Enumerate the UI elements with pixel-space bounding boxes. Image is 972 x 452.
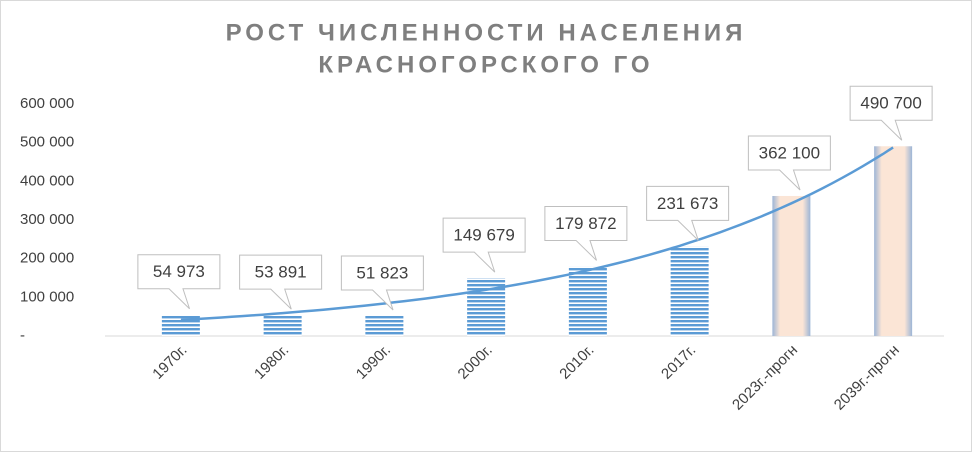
bar xyxy=(874,146,913,336)
data-label-box xyxy=(239,254,323,310)
data-label: 51 823 xyxy=(356,263,408,282)
y-tick-label: - xyxy=(20,327,25,344)
bar xyxy=(670,246,709,336)
data-label: 149 679 xyxy=(453,226,514,245)
data-label-box xyxy=(646,185,730,241)
trendline xyxy=(180,146,894,322)
y-tick-label: 200 000 xyxy=(20,250,74,267)
data-label-box xyxy=(442,217,526,273)
data-label: 362 100 xyxy=(759,143,820,162)
data-label: 54 973 xyxy=(153,262,205,281)
data-label: 179 872 xyxy=(555,214,616,233)
data-label-box xyxy=(340,255,424,311)
data-label-box xyxy=(747,135,831,191)
bar xyxy=(772,195,811,336)
data-label-box xyxy=(544,205,628,261)
y-tick-label: 500 000 xyxy=(20,134,74,151)
y-tick-label: 600 000 xyxy=(20,95,74,112)
data-label: 231 673 xyxy=(657,194,718,213)
bar xyxy=(263,315,302,336)
y-tick-label: 300 000 xyxy=(20,211,74,228)
chart-title: КРАСНОГОРСКОГО ГО xyxy=(318,51,653,78)
data-label-box xyxy=(137,254,221,310)
data-label: 53 891 xyxy=(255,263,307,282)
y-tick-label: 100 000 xyxy=(20,288,74,305)
chart-title: РОСТ ЧИСЛЕННОСТИ НАСЕЛЕНИЯ xyxy=(226,19,747,46)
bar xyxy=(568,266,607,336)
data-label: 490 700 xyxy=(860,94,921,113)
data-label-box xyxy=(849,85,933,141)
y-tick-label: 400 000 xyxy=(20,172,74,189)
bar xyxy=(365,315,404,336)
